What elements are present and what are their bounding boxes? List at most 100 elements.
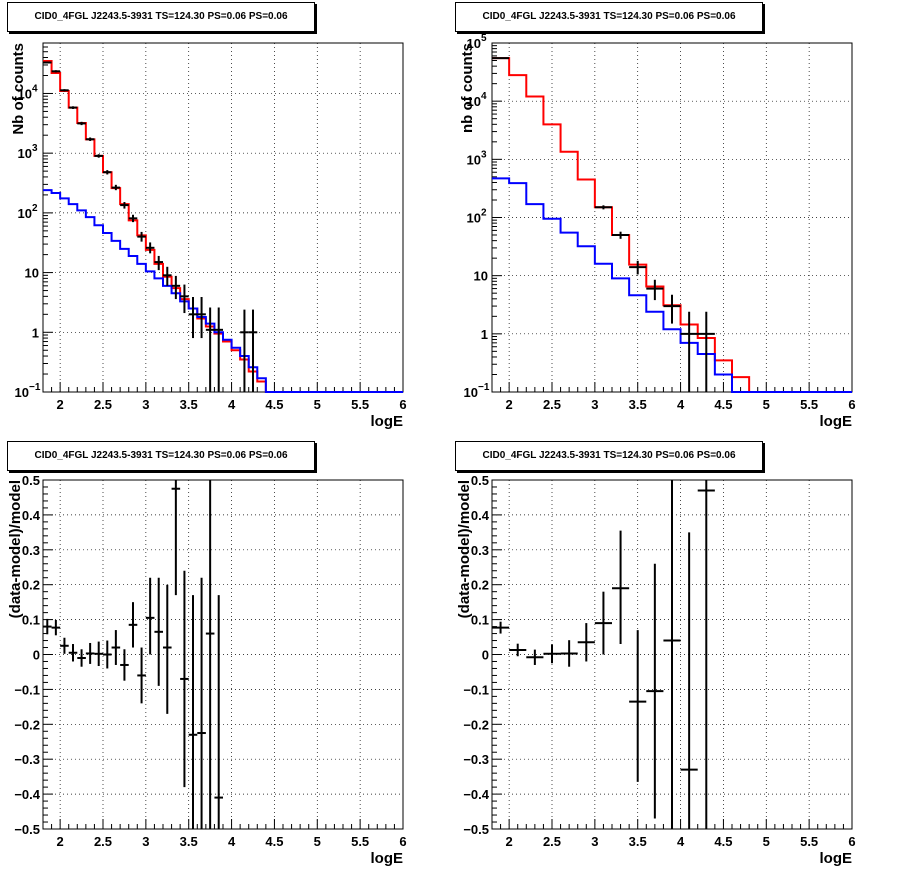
y-tick-exponent: 4 (32, 83, 38, 94)
x-tick-label: 2.5 (94, 834, 112, 849)
data-point (43, 618, 52, 635)
chart-title: CID0_4FGL J2243.5-3931 TS=124.30 PS=0.06… (7, 441, 315, 471)
y-tick-exponent: 4 (481, 91, 487, 102)
data-point (68, 106, 78, 109)
y-tick-label: 0.1 (22, 613, 40, 628)
y-tick-label: 0.3 (471, 543, 489, 558)
y-tick-label: 0.5 (22, 473, 40, 488)
data-point (68, 644, 78, 662)
x-tick-label: 2.5 (543, 834, 561, 849)
data-point (163, 584, 172, 714)
data-point (51, 70, 61, 73)
data-point (492, 621, 510, 634)
x-tick-label: 5.5 (800, 397, 818, 412)
data-point (197, 297, 206, 339)
data-point (154, 255, 163, 271)
data-point (94, 641, 103, 667)
data-point (128, 214, 138, 223)
y-tick-label: 0 (33, 648, 40, 663)
x-tick-label: 3.5 (629, 834, 647, 849)
series-line (492, 57, 852, 393)
x-tick-label: 3 (142, 397, 149, 412)
y-tick-label: −0.5 (14, 822, 40, 837)
x-tick-label: 3 (591, 397, 598, 412)
x-tick-label: 5 (314, 834, 321, 849)
x-tick-label: 2 (57, 834, 64, 849)
plot-residuals-right: 2 2.5 3 3.5 4 4.5 5 5.5 6 −0.5 −0.4 −0.3 −0.2 −0.1 0 0.… (456, 473, 856, 867)
series-line (43, 189, 403, 393)
y-tick-label: 0.2 (471, 578, 489, 593)
y-tick-exponent: 2 (32, 203, 38, 214)
data-point (205, 480, 215, 829)
data-point (680, 311, 698, 392)
data-point (663, 480, 681, 829)
x-tick-label: 5 (763, 397, 770, 412)
data-point (188, 297, 198, 339)
data-point (145, 577, 155, 655)
data-point (697, 311, 715, 392)
x-tick-label: 3 (142, 834, 149, 849)
data-point (612, 231, 630, 239)
data-point (629, 260, 647, 275)
data-point (526, 649, 544, 665)
x-tick-label: 6 (848, 397, 855, 412)
data-point (214, 307, 223, 392)
panel-counts-right: 2 2.5 3 3.5 4 4.5 5 5.5 6 10 −1 1 10 10 2 10 3 10 4 10 5 logE… (449, 0, 898, 437)
data-point (43, 61, 52, 64)
y-tick-exponent: −1 (478, 382, 490, 393)
y-tick-label: 10 (467, 94, 481, 109)
data-point (163, 266, 172, 286)
data-point (111, 630, 121, 665)
y-tick-label: 10 (15, 385, 29, 400)
x-tick-label: 2 (506, 834, 513, 849)
y-tick-label: −0.2 (14, 717, 40, 732)
x-tick-label: 5 (763, 834, 770, 849)
data-point (103, 170, 112, 175)
data-point (646, 279, 664, 301)
data-point (85, 642, 95, 664)
y-tick-label: 10 (474, 269, 488, 284)
data-point (197, 577, 206, 829)
data-point (240, 309, 249, 392)
data-point (171, 275, 181, 300)
data-point (697, 480, 715, 829)
y-tick-label: −0.4 (14, 787, 40, 802)
chart-title: CID0_4FGL J2243.5-3931 TS=124.30 PS=0.06… (455, 441, 763, 471)
y-tick-label: 10 (467, 36, 481, 51)
x-axis-title: logE (820, 413, 853, 430)
y-tick-label: −0.5 (463, 822, 489, 837)
x-tick-label: 6 (848, 834, 855, 849)
data-point (180, 570, 189, 788)
x-tick-label: 4.5 (714, 397, 732, 412)
y-tick-exponent: 5 (481, 33, 487, 44)
data-point (77, 649, 86, 667)
y-tick-label: 10 (18, 146, 32, 161)
panel-residuals-right: 2 2.5 3 3.5 4 4.5 5 5.5 6 −0.5 −0.4 −0.3 −0.2 −0.1 0 0.… (449, 437, 898, 874)
plot-residuals-left: 2 2.5 3 3.5 4 4.5 5 5.5 6 −0.5 −0.4 −0.3 −0.2 −0.1 0 0.… (7, 473, 407, 867)
data-point (680, 532, 698, 829)
series-line (492, 177, 852, 393)
y-tick-label: −0.3 (463, 752, 489, 767)
y-tick-label: 0.5 (471, 473, 489, 488)
y-tick-label: 10 (467, 211, 481, 226)
data-point (154, 577, 163, 686)
x-tick-label: 3.5 (180, 834, 198, 849)
data-point (594, 205, 612, 210)
x-tick-label: 3 (591, 834, 598, 849)
data-point (137, 647, 146, 704)
y-tick-label: 10 (18, 86, 32, 101)
x-tick-label: 5 (314, 397, 321, 412)
series-line (43, 59, 403, 393)
data-point (214, 595, 223, 829)
x-tick-label: 3.5 (180, 397, 198, 412)
y-tick-label: −0.3 (14, 752, 40, 767)
x-tick-label: 4.5 (265, 834, 283, 849)
data-point (205, 307, 215, 392)
data-point (663, 294, 681, 324)
data-point (509, 643, 527, 657)
data-point (51, 619, 61, 636)
data-point (137, 231, 146, 242)
data-point (103, 640, 112, 669)
y-axis-title: Nb of counts (10, 43, 27, 135)
data-point (171, 480, 181, 596)
